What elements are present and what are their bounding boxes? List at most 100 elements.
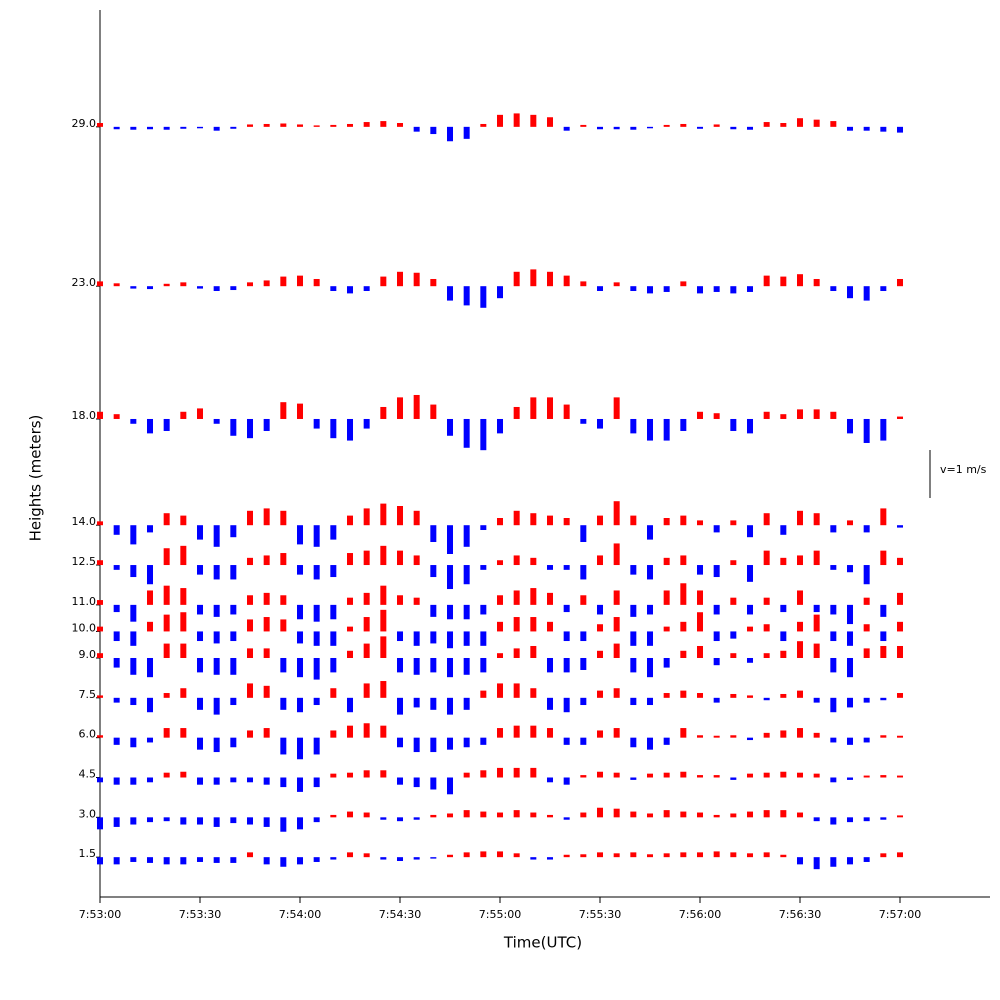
velocity-bar xyxy=(530,767,537,778)
velocity-bar xyxy=(647,854,653,858)
velocity-bar xyxy=(480,737,487,745)
velocity-bar xyxy=(780,730,787,738)
velocity-bar xyxy=(263,508,270,526)
velocity-bar xyxy=(213,817,220,827)
velocity-bar xyxy=(347,811,353,818)
y-tick-label: 7.5 xyxy=(79,688,97,701)
velocity-bar xyxy=(863,697,870,703)
velocity-bar xyxy=(813,857,820,870)
velocity-bar xyxy=(797,590,803,605)
velocity-bar xyxy=(830,565,837,570)
velocity-bar xyxy=(163,548,170,566)
velocity-bar xyxy=(113,817,120,827)
velocity-bar xyxy=(480,657,487,673)
velocity-bar xyxy=(730,418,737,431)
velocity-bar xyxy=(880,418,887,441)
velocity-bar xyxy=(430,697,437,710)
velocity-bar xyxy=(497,812,503,818)
y-tick-label: 10.0 xyxy=(72,621,97,634)
velocity-bar xyxy=(547,592,553,605)
velocity-bar xyxy=(647,813,653,818)
velocity-bar xyxy=(613,853,620,858)
velocity-bar xyxy=(330,730,337,738)
velocity-bar xyxy=(197,604,203,615)
velocity-bar xyxy=(497,114,503,127)
velocity-bar xyxy=(547,857,553,860)
velocity-bar xyxy=(197,126,203,129)
velocity-bar xyxy=(797,274,803,287)
velocity-bar xyxy=(580,631,587,642)
velocity-bar xyxy=(597,555,603,566)
velocity-bar xyxy=(363,550,370,566)
velocity-bar xyxy=(480,286,487,308)
velocity-bar xyxy=(163,857,170,865)
velocity-bar xyxy=(430,657,437,673)
velocity-bar xyxy=(347,286,353,294)
velocity-bar xyxy=(830,286,837,291)
velocity-bar xyxy=(713,697,720,703)
velocity-bar xyxy=(147,565,153,585)
velocity-bar xyxy=(147,817,153,823)
y-tick-label: 4.5 xyxy=(79,767,97,780)
velocity-bar xyxy=(597,807,603,818)
velocity-bar xyxy=(680,281,687,287)
velocity-bar xyxy=(447,126,453,142)
velocity-bar xyxy=(147,697,153,713)
velocity-bar xyxy=(547,271,553,287)
velocity-bar xyxy=(130,857,137,862)
velocity-bar xyxy=(197,737,203,750)
velocity-bar xyxy=(763,653,770,658)
velocity-bar xyxy=(597,852,603,858)
velocity-bar xyxy=(647,126,653,129)
velocity-bar xyxy=(447,813,453,818)
velocity-bar xyxy=(663,737,670,745)
velocity-bar xyxy=(230,777,237,783)
velocity-bar xyxy=(330,657,337,673)
velocity-bar xyxy=(897,525,903,528)
velocity-bar xyxy=(680,771,687,778)
velocity-bar xyxy=(813,409,820,419)
velocity-bar xyxy=(230,126,237,129)
velocity-bar xyxy=(563,126,570,131)
velocity-bar xyxy=(497,728,503,738)
velocity-bar xyxy=(197,286,203,289)
velocity-bar xyxy=(847,126,853,131)
velocity-bar xyxy=(263,592,270,605)
velocity-bar xyxy=(680,123,687,127)
velocity-bar xyxy=(680,418,687,431)
velocity-bar xyxy=(330,604,337,620)
velocity-bar xyxy=(563,697,570,713)
velocity-bar xyxy=(847,604,853,625)
velocity-bar xyxy=(347,650,353,658)
velocity-bar xyxy=(547,697,553,710)
velocity-bar xyxy=(247,648,253,658)
velocity-bar xyxy=(747,525,753,538)
velocity-bar xyxy=(897,645,903,658)
velocity-bar xyxy=(580,565,587,580)
velocity-bar xyxy=(163,772,170,778)
velocity-bar xyxy=(513,810,520,818)
velocity-bar xyxy=(97,735,103,738)
velocity-bar xyxy=(180,282,187,287)
velocity-bar xyxy=(630,286,637,291)
velocity-bar xyxy=(380,503,387,526)
velocity-bar xyxy=(747,811,753,818)
x-tick-label: 7:55:30 xyxy=(579,908,621,921)
velocity-bar xyxy=(280,123,287,127)
velocity-bar xyxy=(847,857,853,865)
velocity-bar xyxy=(497,653,503,658)
velocity-bar xyxy=(813,817,820,822)
velocity-bar xyxy=(497,560,503,566)
velocity-bar xyxy=(730,597,737,605)
velocity-bar xyxy=(830,121,837,127)
velocity-bar xyxy=(863,126,870,131)
velocity-bar xyxy=(597,515,603,526)
velocity-bar xyxy=(763,732,770,738)
y-tick-label: 3.0 xyxy=(79,807,97,820)
velocity-bar xyxy=(597,286,603,291)
velocity-bar xyxy=(880,697,887,701)
velocity-bar xyxy=(430,814,437,818)
y-tick-label: 1.5 xyxy=(79,847,97,860)
scale-bar-label: v=1 m/s xyxy=(940,463,987,476)
